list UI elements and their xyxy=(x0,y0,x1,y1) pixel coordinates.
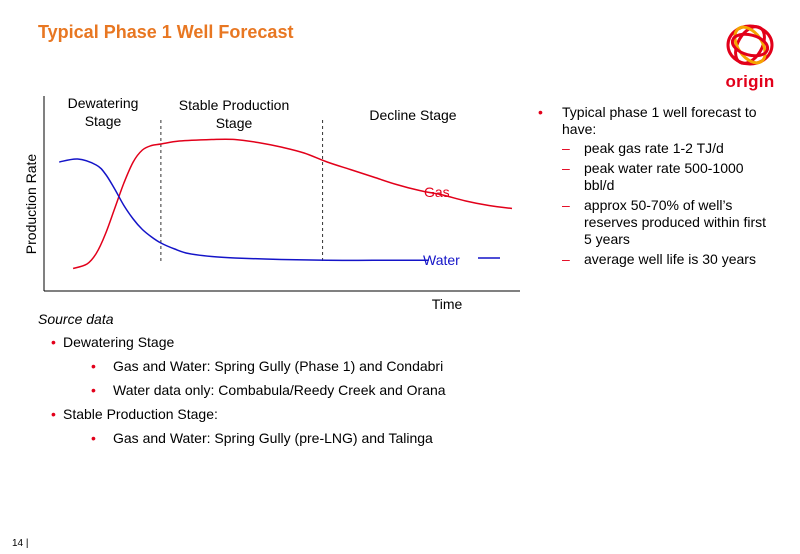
bullet-main: Typical phase 1 well forecast to have: xyxy=(536,104,776,138)
water-series-line xyxy=(59,158,429,262)
legend-gas-label: Gas xyxy=(424,184,450,200)
source-item: Gas and Water: Spring Gully (Phase 1) an… xyxy=(38,358,518,375)
source-group-label: Dewatering Stage xyxy=(38,334,518,351)
x-axis-label: Time xyxy=(432,296,463,312)
source-data: Source data Dewatering Stage Gas and Wat… xyxy=(38,311,518,454)
source-group-label: Stable Production Stage: xyxy=(38,406,518,423)
stage-label-dewatering-l1: Dewatering xyxy=(68,95,139,111)
y-axis-label: Production Rate xyxy=(23,154,39,255)
stage-label-decline: Decline Stage xyxy=(369,107,456,123)
stage-label-stable-l2: Stage xyxy=(216,115,253,131)
origin-logo xyxy=(726,24,774,66)
page-title: Typical Phase 1 Well Forecast xyxy=(38,22,294,42)
bullet-item: peak gas rate 1-2 TJ/d xyxy=(536,140,776,157)
bullet-item: approx 50-70% of well’s reserves produce… xyxy=(536,197,776,248)
stage-label-stable-l1: Stable Production xyxy=(179,97,290,113)
source-item: Water data only: Combabula/Reedy Creek a… xyxy=(38,382,518,399)
source-title: Source data xyxy=(38,311,114,327)
bullet-item: peak water rate 500-1000 bbl/d xyxy=(536,160,776,194)
stage-label-dewatering-l2: Stage xyxy=(85,113,122,129)
legend-water-label: Water xyxy=(423,252,460,268)
logo-text: origin xyxy=(725,72,775,91)
source-item: Gas and Water: Spring Gully (pre-LNG) an… xyxy=(38,430,518,447)
bullet-item: average well life is 30 years xyxy=(536,251,776,268)
forecast-bullets: Typical phase 1 well forecast to have: p… xyxy=(536,104,776,271)
gas-series-line xyxy=(72,138,513,270)
page-number: 14 | xyxy=(12,538,29,549)
